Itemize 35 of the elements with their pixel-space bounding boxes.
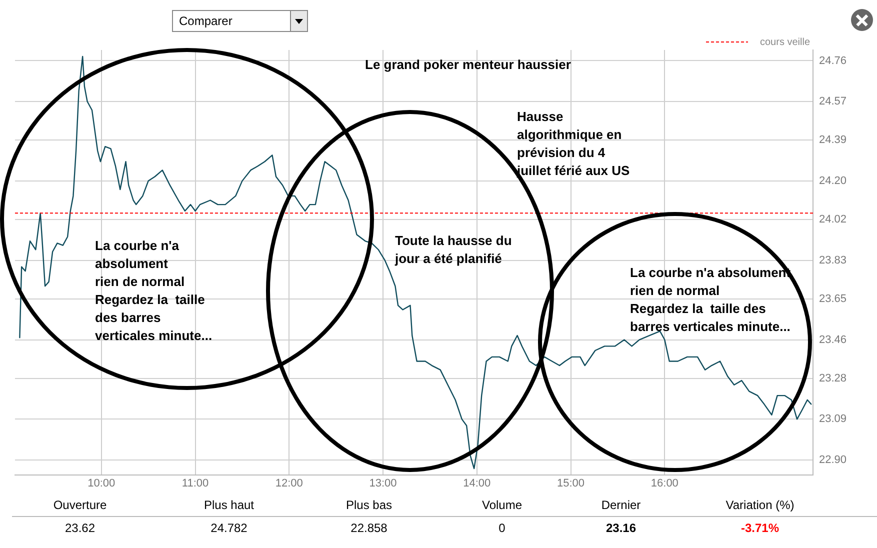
y-tick-label: 23.83: [819, 254, 847, 266]
x-tick-label: 10:00: [88, 478, 116, 490]
y-tick-label: 24.02: [819, 214, 847, 226]
text: Dernier: [600, 498, 642, 512]
y-tick-label: 24.76: [819, 54, 847, 67]
text: 23.16: [604, 521, 638, 535]
text: -3.71%: [740, 521, 780, 535]
x-tick-label: 15:00: [557, 478, 585, 490]
y-tick-label: 24.57: [819, 96, 847, 108]
y-tick-label: 24.39: [819, 134, 847, 146]
y-tick-label: 23.28: [819, 372, 847, 384]
x-tick-label: 14:00: [463, 478, 491, 490]
x-tick-label: 16:00: [650, 478, 678, 490]
dropdown-field: Comparer: [172, 10, 308, 32]
text: Le grand poker menteur haussier: [365, 56, 571, 74]
text: 22.858: [350, 521, 388, 535]
annotation: La courbe n'a absolument rien de normal Regardez la taille des barres verticales minute...: [95, 237, 212, 345]
y-tick-label: 24.20: [819, 174, 847, 187]
text: 24.782: [210, 521, 248, 535]
text: Ouverture: [52, 498, 108, 512]
text: 0: [498, 521, 506, 535]
y-tick-label: 22.90: [819, 454, 847, 466]
x-tick-label: 12:00: [275, 478, 303, 490]
text: Plus bas: [344, 498, 394, 512]
x-tick-label: 11:00: [182, 478, 209, 490]
y-tick-label: 23.09: [819, 413, 847, 426]
text: 23.62: [64, 521, 96, 535]
x-tick-label: 13:00: [369, 478, 397, 490]
y-tick-label: 23.46: [819, 334, 847, 346]
text: Variation (%): [724, 498, 796, 512]
legend-label: cours veille: [760, 36, 810, 48]
annotation: Toute la hausse du jour a été planifié: [395, 232, 512, 268]
text: Volume: [480, 498, 524, 512]
text: Plus haut: [202, 498, 256, 512]
y-tick-label: 23.65: [819, 293, 847, 306]
